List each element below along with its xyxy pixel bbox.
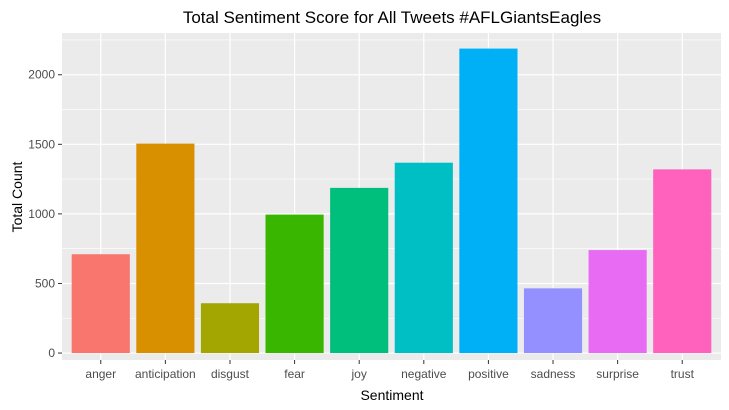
x-axis: anger anticipation disgust fear joy negative p…	[85, 360, 695, 381]
bar-sadness	[523, 288, 583, 354]
y-tick-label: 0	[48, 346, 55, 360]
bar-anticipation	[136, 143, 195, 354]
bar-trust	[653, 169, 712, 354]
bars-layer	[71, 48, 712, 354]
bar-negative	[394, 162, 453, 354]
x-tick-label-fear: fear	[284, 367, 305, 381]
x-tick-label-positive: positive	[468, 367, 509, 381]
bar-disgust	[200, 303, 260, 354]
x-tick-label-anticipation: anticipation	[135, 367, 196, 381]
x-tick-label-negative: negative	[401, 367, 447, 381]
y-axis: 0 500 1000 1500 2000	[28, 68, 62, 360]
x-tick-label-sadness: sadness	[531, 367, 576, 381]
x-tick-label-disgust: disgust	[211, 367, 250, 381]
x-tick-label-trust: trust	[671, 367, 695, 381]
y-tick-label: 500	[35, 276, 55, 290]
bar-joy	[330, 187, 389, 354]
bar-surprise	[588, 250, 647, 354]
bar-fear	[265, 214, 324, 354]
bar-anger	[71, 254, 130, 354]
x-tick-label-surprise: surprise	[596, 367, 639, 381]
y-axis-title: Total Count	[9, 161, 25, 232]
bar-positive	[459, 48, 518, 354]
x-tick-label-joy: joy	[351, 367, 367, 381]
y-tick-label: 1500	[28, 137, 55, 151]
x-axis-title: Sentiment	[360, 387, 423, 403]
y-tick-label: 1000	[28, 207, 55, 221]
chart-title: Total Sentiment Score for All Tweets #AF…	[183, 8, 601, 27]
y-tick-label: 2000	[28, 68, 55, 82]
x-tick-label-anger: anger	[85, 367, 116, 381]
